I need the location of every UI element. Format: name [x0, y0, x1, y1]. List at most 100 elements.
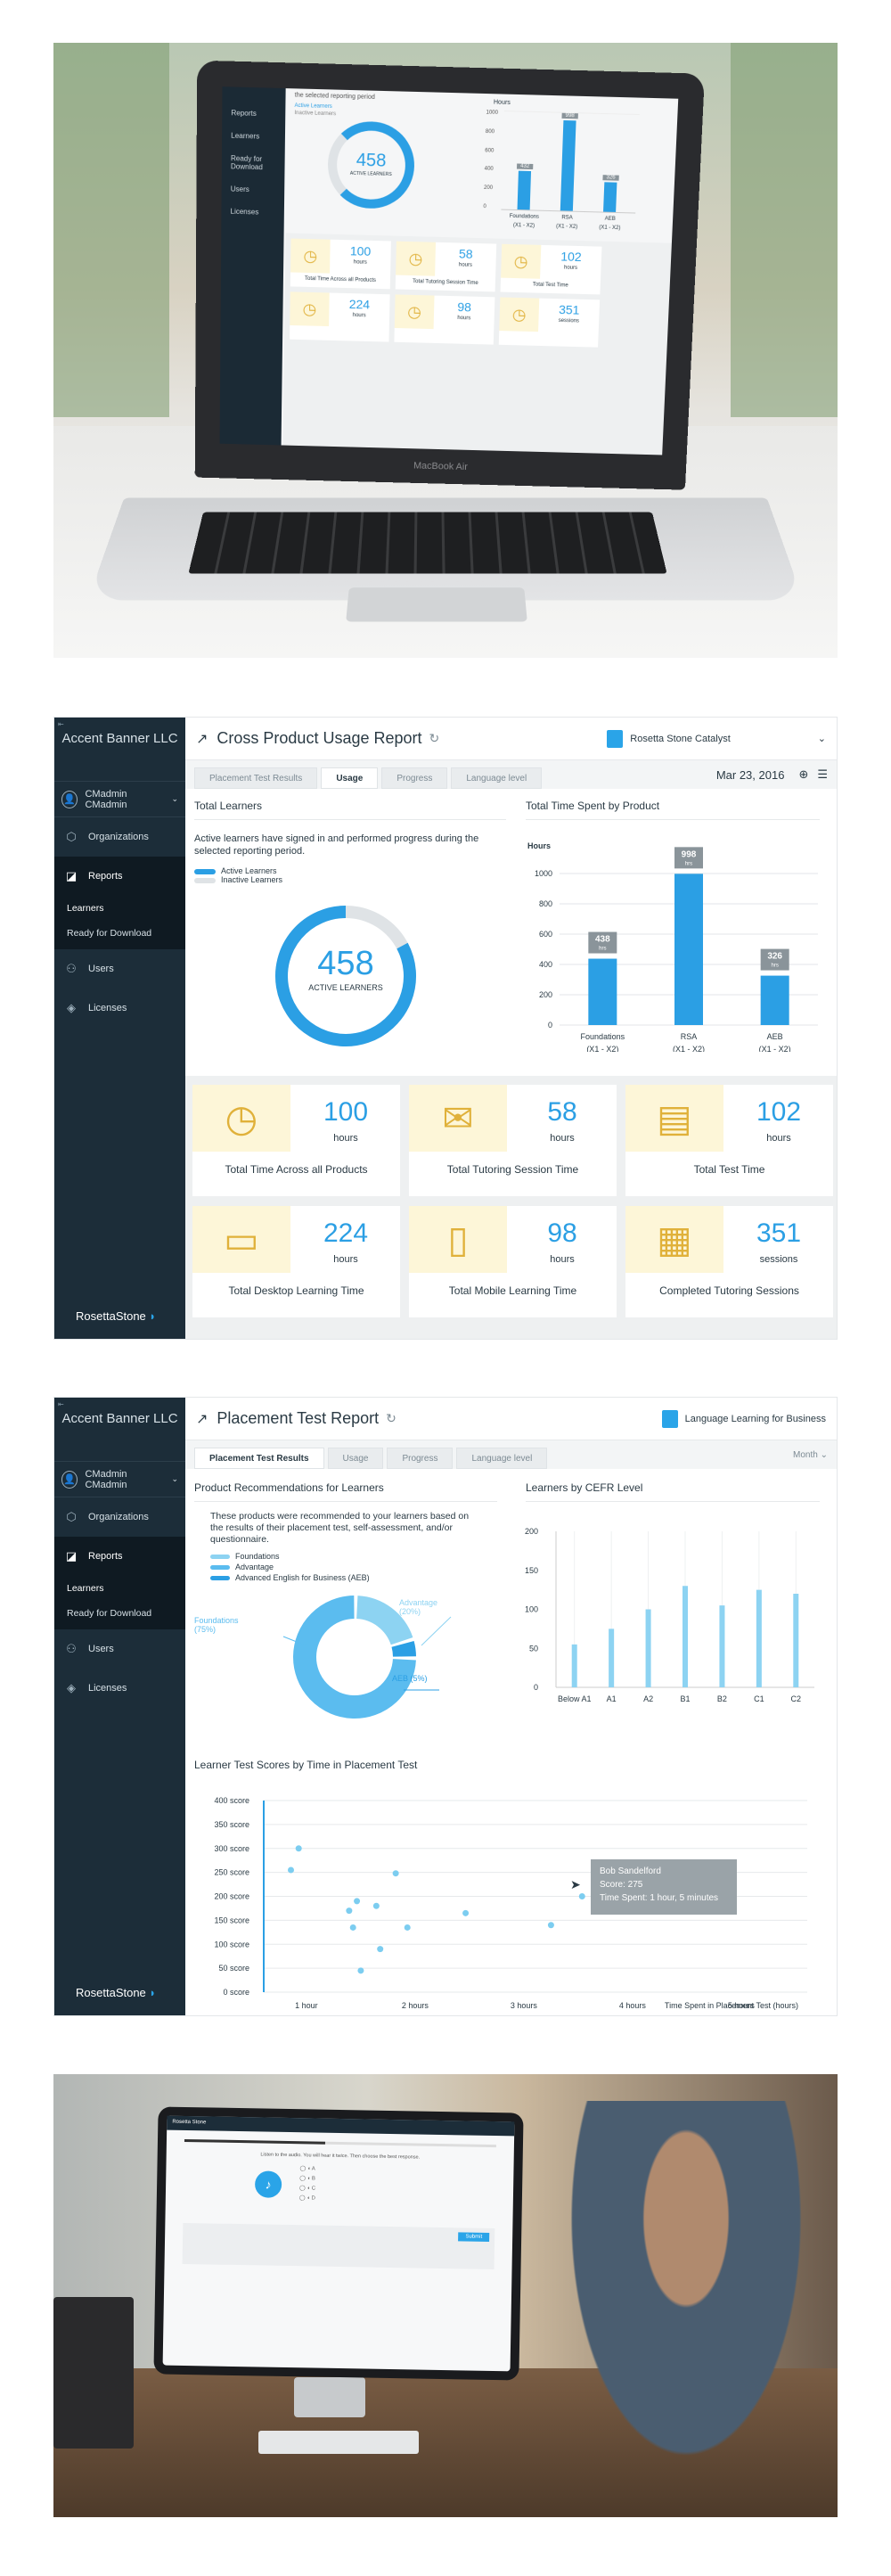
share-icon[interactable]: ↻ — [429, 731, 440, 745]
user-menu[interactable]: 👤 CMadmin CMadmin ⌄ — [54, 1462, 185, 1497]
stat-card: ▭ 224 hours Total Desktop Learning Time — [192, 1206, 400, 1317]
layers-icon: ◈ — [67, 1001, 76, 1014]
users-icon: ⚇ — [66, 962, 77, 975]
stat-card: ▤ 102 hours Total Test Time — [625, 1085, 833, 1196]
tab-usage[interactable]: Usage — [327, 1448, 384, 1469]
laptop-bar — [517, 170, 532, 210]
trend-icon: ↗ — [196, 1411, 208, 1427]
tab-placement[interactable]: Placement Test Results — [194, 767, 318, 789]
tooltip-line: Time Spent: 1 hour, 5 minutes — [600, 1893, 719, 1903]
option-label: C — [311, 2186, 316, 2192]
main-content: ↗ Placement Test Report ↻ Language Learn… — [185, 1398, 837, 2015]
nav-licenses[interactable]: ◈ Licenses — [54, 989, 185, 1028]
y-tick-label: 200 score — [214, 1892, 249, 1901]
sidebar: ⇤ Accent Banner LLC 👤 CMadmin CMadmin ⌄ ⬡ O… — [54, 718, 185, 1339]
laptop-bar-label: 326 — [602, 175, 619, 182]
card-number: 100 — [349, 243, 372, 258]
answer-option[interactable]: ◯ ◖ D — [298, 2195, 315, 2202]
bar-value-label: 438 — [595, 935, 610, 945]
tab-progress[interactable]: Progress — [381, 767, 448, 789]
layers-icon: ◈ — [67, 1681, 76, 1694]
nav-learners[interactable]: Learners — [54, 896, 185, 921]
legend-label: Active Learners — [221, 866, 277, 875]
collapse-icon[interactable]: ⇤ — [58, 720, 64, 728]
tab-language-level[interactable]: Language level — [456, 1448, 548, 1469]
recommendations-section: Product Recommendations for Learners The… — [194, 1481, 497, 1583]
tab-usage[interactable]: Usage — [321, 767, 379, 789]
nav-ready-for-download[interactable]: Ready for Download — [54, 921, 185, 949]
laptop-bar-label: 998 — [561, 112, 578, 119]
chart-icon: ◪ — [65, 869, 78, 882]
placement-report-panel: ⇤ Accent Banner LLC 👤 CMadmin CMadmin ⌄ ⬡ O… — [53, 1397, 838, 2016]
laptop-y-tick: 600 — [485, 147, 495, 154]
laptop-category-sub: (X1 - X2) — [556, 224, 578, 230]
tab-progress[interactable]: Progress — [387, 1448, 454, 1469]
option-label: D — [311, 2195, 315, 2202]
range-select[interactable]: Month ⌄ — [793, 1449, 828, 1460]
tab-placement[interactable]: Placement Test Results — [194, 1448, 324, 1469]
aeb-label: AEB (5%) — [392, 1674, 428, 1683]
nav-learners[interactable]: Learners — [54, 1576, 185, 1601]
leader-line — [421, 1616, 452, 1646]
logo-text: Rosetta — [76, 1309, 116, 1323]
user-menu[interactable]: 👤 CMadmin CMadmin ⌄ — [54, 782, 185, 817]
learners-donut — [275, 906, 416, 1046]
nav-users[interactable]: ⚇ Users — [54, 1629, 185, 1669]
nav-ready-for-download[interactable]: Ready for Download — [54, 1601, 185, 1629]
y-tick-label: 300 score — [214, 1844, 249, 1853]
globe-icon[interactable]: ⊕ — [798, 767, 809, 781]
product-selector[interactable]: Language Learning for Business — [661, 1409, 826, 1428]
answer-option[interactable]: ◯ ◖ C — [299, 2186, 316, 2192]
nav-organizations[interactable]: ⬡ Organizations — [54, 817, 185, 857]
bar — [588, 958, 617, 1025]
share-icon[interactable]: ↻ — [386, 1411, 396, 1425]
user-name: CMadmin CMadmin — [85, 788, 127, 810]
nav-organizations[interactable]: ⬡ Organizations — [54, 1497, 185, 1537]
nav-reports[interactable]: ◪ Reports — [54, 1537, 185, 1576]
card-number: 224 — [348, 297, 371, 312]
submit-button[interactable]: Submit — [458, 2232, 490, 2242]
tab-language-level[interactable]: Language level — [451, 767, 543, 789]
menu-icon[interactable]: ☰ — [817, 767, 828, 781]
collapse-icon[interactable]: ⇤ — [58, 1400, 64, 1408]
x-subcategory-label: (X1 - X2) — [673, 1045, 705, 1052]
nav-users[interactable]: ⚇ Users — [54, 949, 185, 989]
nav-licenses[interactable]: ◈ Licenses — [54, 1669, 185, 1708]
card-caption: Total Time Across all Products — [304, 275, 377, 283]
answer-option[interactable]: ◯ ◖ B — [299, 2176, 316, 2182]
users-icon: ⚇ — [66, 1642, 77, 1655]
y-tick-label: 400 score — [214, 1796, 249, 1805]
laptop-y-tick: 1000 — [486, 110, 499, 116]
bar-value-badge — [760, 948, 789, 971]
data-point — [357, 1967, 364, 1974]
nav-reports[interactable]: ◪ Reports — [54, 857, 185, 896]
stat-caption: Total Time Across all Products — [225, 1163, 368, 1176]
laptop-y-tick: 0 — [483, 203, 486, 210]
stats-area: ◷ 100 hours Total Time Across all Products ✉… — [185, 1076, 837, 1339]
stat-card: ▦ 351 sessions Completed Tutoring Sessions — [625, 1206, 833, 1317]
stat-caption: Total Mobile Learning Time — [448, 1284, 577, 1297]
donut-label: ACTIVE LEARNERS — [308, 983, 383, 992]
y-tick-label: 600 — [539, 930, 552, 939]
user-name: CMadmin CMadmin — [85, 1468, 127, 1490]
cefr-bar-chart: 200 150 100 50 0 Below A1 A1 A2 B1 B2 C1 C2 — [525, 1527, 814, 1703]
monitor-brand: Rosetta Stone — [167, 2115, 515, 2137]
page-title: Cross Product Usage Report — [217, 729, 422, 747]
answer-option[interactable]: ◯ ◖ A — [299, 2166, 315, 2172]
laptop-legend-inactive: Inactive Learners — [294, 110, 337, 118]
monitor-stand — [294, 2377, 365, 2417]
product-name: Rosetta Stone Catalyst — [630, 733, 731, 744]
y-tick-label: 200 — [525, 1527, 538, 1536]
product-selector[interactable]: Rosetta Stone Catalyst ⌄ — [607, 729, 826, 748]
data-point — [578, 1893, 585, 1899]
x-category-label: A1 — [607, 1694, 617, 1703]
data-point — [404, 1924, 411, 1931]
audio-play-icon[interactable]: ♪ — [254, 2170, 282, 2198]
laptop-category: AEB — [604, 216, 616, 222]
card-icon: ◷ — [290, 238, 331, 274]
rosetta-logo: RosettaStone ◗ — [76, 1986, 156, 1999]
laptop-y-tick: 800 — [485, 128, 495, 135]
laptop-legend-active: Active Learners — [294, 103, 332, 111]
report-date[interactable]: Mar 23, 2016 — [715, 767, 785, 782]
x-tick-label: 4 hours — [619, 2001, 647, 2010]
